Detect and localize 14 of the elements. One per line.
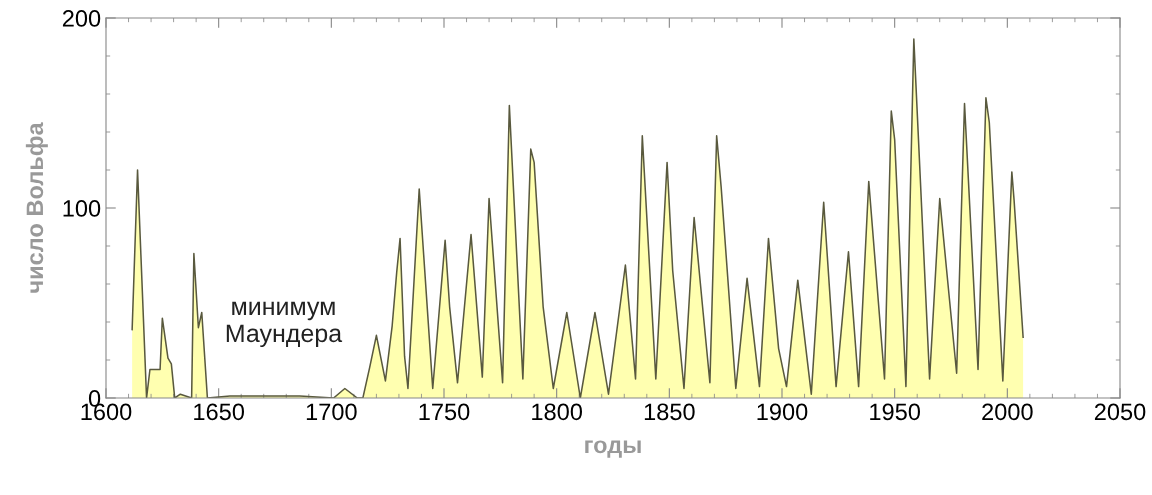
y-axis-title: число Вольфа [25, 122, 48, 293]
x-tick-label: 1900 [757, 403, 808, 421]
x-tick-label: 1800 [532, 403, 583, 421]
x-tick-label: 2050 [1094, 403, 1146, 421]
x-tick-label: 2000 [982, 403, 1033, 421]
x-axis-title: годы [585, 440, 641, 458]
x-tick-label: 1850 [644, 403, 695, 421]
x-tick-label: 1700 [306, 403, 357, 421]
x-tick-label: 1750 [419, 403, 470, 421]
x-tick-label: 1950 [870, 403, 921, 421]
y-tick-label: 100 [63, 200, 101, 217]
x-tick-label: 1650 [194, 403, 245, 421]
annotation: минимум Маундера [226, 301, 343, 348]
y-tick-label: 200 [62, 10, 101, 27]
